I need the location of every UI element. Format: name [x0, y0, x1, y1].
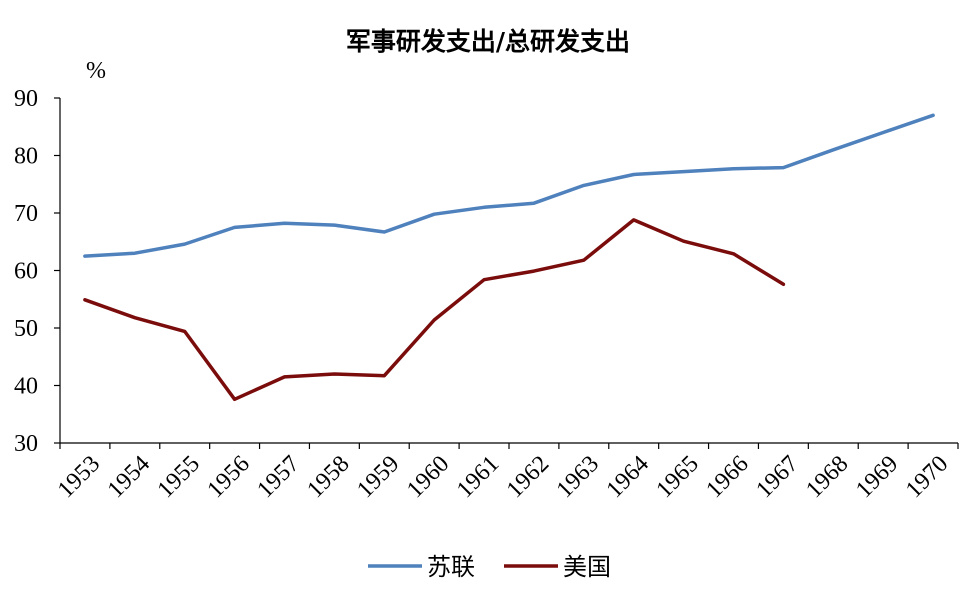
x-tick-label: 1969	[851, 451, 903, 503]
x-tick-label: 1960	[402, 451, 454, 503]
x-tick-label: 1954	[103, 451, 155, 503]
y-tick-label: 30	[14, 431, 38, 457]
chart-title: 军事研发支出/总研发支出	[346, 27, 630, 56]
series-line-0	[83, 113, 935, 258]
x-tick-label: 1963	[552, 451, 604, 503]
x-tick-label: 1957	[252, 451, 304, 503]
y-tick-label: 40	[14, 374, 38, 400]
legend-label: 美国	[563, 553, 611, 581]
y-tick-label: 80	[14, 144, 38, 170]
x-tick-label: 1953	[53, 451, 105, 503]
legend: 苏联 美国	[368, 553, 611, 581]
x-tick-label: 1961	[452, 451, 504, 503]
x-tick-label: 1965	[652, 451, 704, 503]
y-axis-unit-label: %	[86, 58, 106, 84]
series-layer	[83, 113, 935, 402]
y-tick-label: 60	[14, 259, 38, 285]
x-tick-label: 1964	[602, 451, 654, 503]
x-tick-label: 1968	[801, 451, 853, 503]
y-tick-label: 90	[14, 86, 38, 112]
series-line-1	[83, 218, 786, 402]
x-tick-label: 1962	[502, 451, 554, 503]
y-tick-label: 50	[14, 316, 38, 342]
y-tick-label: 70	[14, 201, 38, 227]
y-axis: 30 40 50 60 70 80 90	[14, 86, 61, 457]
x-tick-label: 1970	[901, 451, 953, 503]
x-tick-label: 1955	[153, 451, 205, 503]
x-tick-label: 1958	[302, 451, 354, 503]
x-tick-label: 1956	[203, 451, 255, 503]
x-axis: 1953195419551956195719581959196019611962…	[53, 442, 959, 503]
x-tick-label: 1967	[751, 451, 803, 503]
x-tick-label: 1966	[701, 451, 753, 503]
legend-label: 苏联	[427, 553, 475, 581]
x-tick-label: 1959	[352, 451, 404, 503]
